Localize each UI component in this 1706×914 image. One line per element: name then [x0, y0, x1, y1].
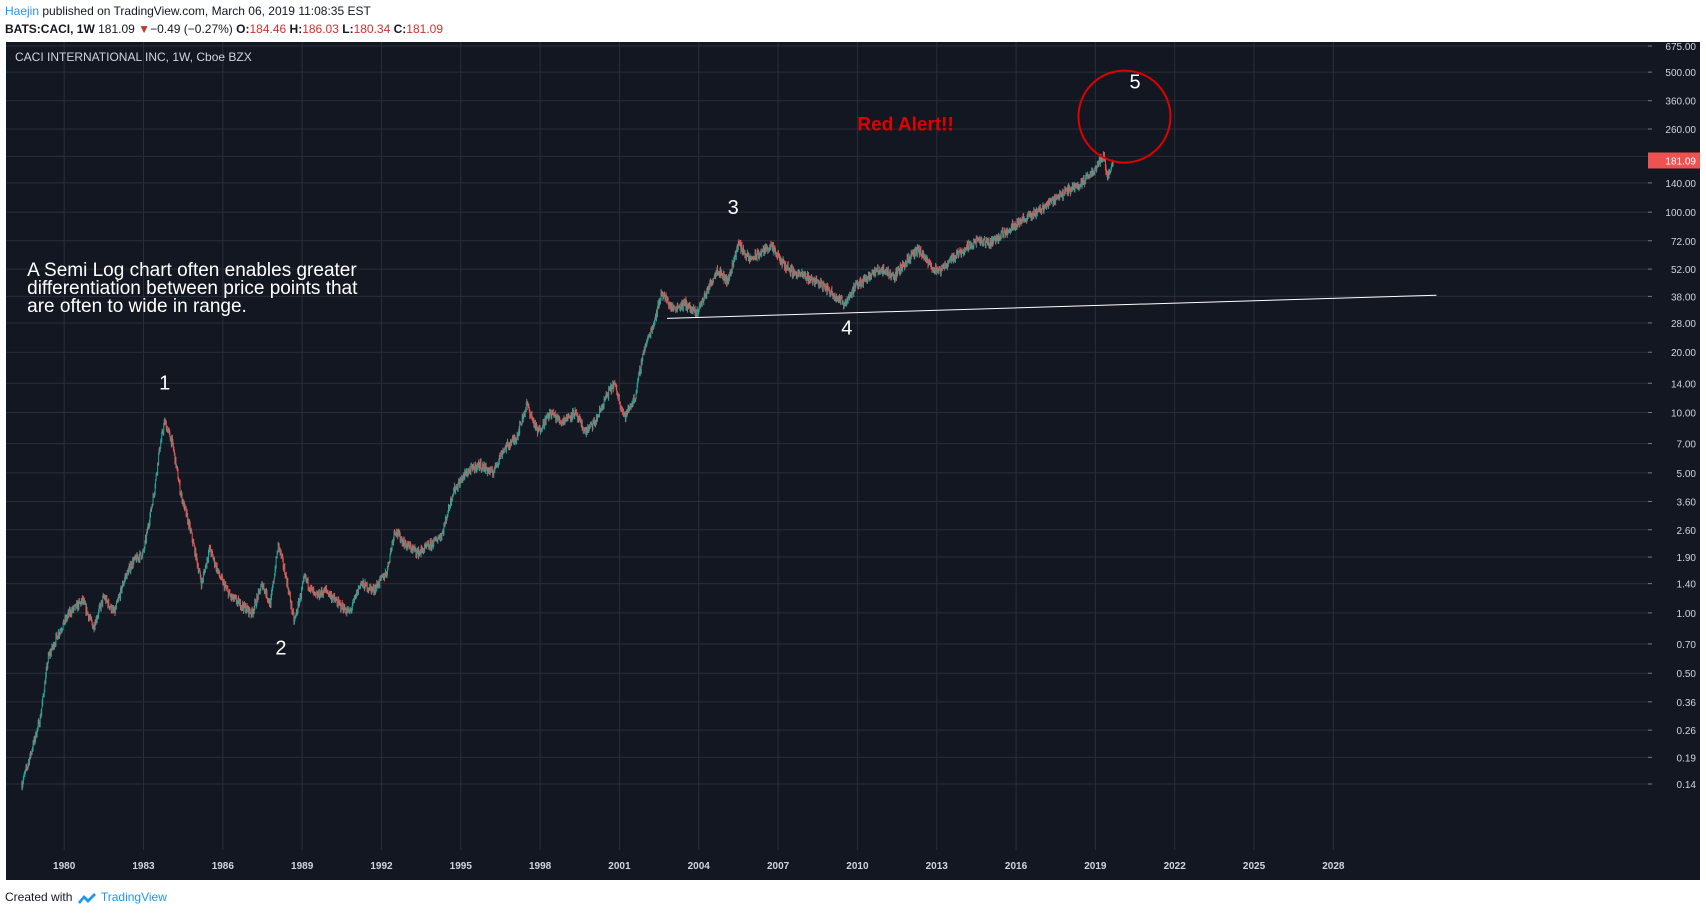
- down-arrow-icon: ▼: [138, 22, 151, 36]
- trend-line: [667, 294, 1437, 319]
- tradingview-link[interactable]: TradingView: [100, 890, 167, 904]
- ticker-line: BATS:CACI, 1W 181.09 ▼−0.49 (−0.27%) O:1…: [5, 21, 443, 37]
- price-tick-label: 0.50: [1677, 669, 1697, 680]
- candles: [21, 151, 1114, 791]
- time-tick-label: 2016: [1005, 861, 1028, 872]
- time-tick-label: 1983: [132, 861, 155, 872]
- price-tick-label: 7.00: [1677, 440, 1697, 451]
- price-tick-label: 0.26: [1677, 726, 1697, 737]
- grid-lines: [6, 42, 1648, 850]
- time-tick-label: 1989: [291, 861, 314, 872]
- wave-label: 5: [1129, 71, 1140, 93]
- created-with-text: Created with: [5, 890, 73, 904]
- time-tick-label: 2001: [608, 861, 631, 872]
- wave-label: 3: [728, 197, 739, 219]
- wave-label: 1: [159, 373, 170, 395]
- open-value: 184.46: [249, 22, 287, 36]
- time-tick-label: 1980: [53, 861, 76, 872]
- time-tick-label: 2025: [1243, 861, 1266, 872]
- price-tick-label: 1.90: [1677, 553, 1697, 564]
- price-chart[interactable]: 1 2 3 4 5 Red Alert!! A Semi Log chart often e…: [6, 42, 1700, 880]
- note-text-line: are often to wide in range.: [27, 296, 247, 317]
- time-axis-labels: 1980 1983 1986 1989 1992 1995 1998 2001 2004 2007…: [53, 861, 1345, 872]
- time-tick-label: 2019: [1084, 861, 1107, 872]
- last-price-label: 181.09: [1665, 156, 1696, 167]
- time-tick-label: 2010: [846, 861, 869, 872]
- time-tick-label: 1998: [529, 861, 552, 872]
- close-label: C:: [393, 22, 407, 36]
- price-tick-label: 52.00: [1671, 265, 1696, 276]
- wave-label: 2: [275, 638, 286, 660]
- price-tick-label: 0.70: [1677, 640, 1697, 651]
- plot-area[interactable]: [6, 42, 1648, 850]
- time-tick-label: 1986: [212, 861, 235, 872]
- price-tick-label: 500.00: [1665, 68, 1696, 79]
- footer: Created with TradingView: [5, 890, 167, 904]
- time-tick-label: 2004: [688, 861, 711, 872]
- time-axis[interactable]: [6, 850, 1648, 880]
- publish-text: published on TradingView.com, March 06, …: [42, 4, 371, 18]
- low-value: 180.34: [353, 22, 391, 36]
- price-tick-label: 20.00: [1671, 348, 1696, 359]
- tradingview-logo-icon: [77, 892, 96, 904]
- open-label: O:: [236, 22, 250, 36]
- price-change: −0.49 (−0.27%): [150, 22, 233, 36]
- last-price: 181.09: [98, 22, 135, 36]
- time-tick-label: 2007: [767, 861, 790, 872]
- close-value: 181.09: [406, 22, 443, 36]
- price-tick-label: 28.00: [1671, 319, 1696, 330]
- time-tick-label: 2022: [1164, 861, 1187, 872]
- price-tick-label: 1.00: [1677, 609, 1697, 620]
- ticker-symbol: BATS:CACI, 1W: [5, 22, 95, 36]
- last-price-tag: [1648, 152, 1700, 169]
- high-value: 186.03: [302, 22, 339, 36]
- price-tick-label: 10.00: [1671, 409, 1696, 420]
- price-tick-label: 0.14: [1677, 780, 1697, 791]
- chart-title: CACI INTERNATIONAL INC, 1W, Cboe BZX: [15, 50, 252, 64]
- time-tick-label: 1995: [450, 861, 473, 872]
- price-tick-label: 360.00: [1665, 97, 1696, 108]
- price-tick-label: 100.00: [1665, 208, 1696, 219]
- price-axis-labels: 675.00500.00360.00260.00190.00140.00100.…: [1648, 42, 1700, 791]
- high-label: H:: [289, 22, 303, 36]
- drawings: 1 2 3 4 5 Red Alert!! A Semi Log chart often e…: [27, 69, 1437, 660]
- low-label: L:: [342, 22, 354, 36]
- price-tick-label: 14.00: [1671, 379, 1696, 390]
- time-tick-label: 2028: [1322, 861, 1345, 872]
- red-alert-label: Red Alert!!: [857, 115, 953, 136]
- alert-circle: [1077, 69, 1172, 164]
- time-tick-label: 2013: [926, 861, 949, 872]
- price-axis[interactable]: [1648, 42, 1700, 880]
- price-tick-label: 72.00: [1671, 237, 1696, 248]
- price-tick-label: 260.00: [1665, 125, 1696, 136]
- author-link[interactable]: Haejin: [5, 4, 40, 18]
- wave-label: 4: [841, 318, 852, 340]
- note-text-line: differentiation between price points tha…: [27, 278, 358, 299]
- price-tick-label: 38.00: [1671, 292, 1696, 303]
- price-tick-label: 0.36: [1677, 698, 1697, 709]
- price-tick-label: 2.60: [1677, 526, 1697, 537]
- note-text-line: A Semi Log chart often enables greater: [27, 260, 357, 281]
- price-tick-label: 1.40: [1677, 580, 1697, 591]
- price-tick-label: 675.00: [1665, 42, 1696, 53]
- price-tick-label: 0.19: [1677, 753, 1697, 764]
- price-tick-label: 140.00: [1665, 179, 1696, 190]
- publish-info: Haejin published on TradingView.com, Mar…: [5, 3, 371, 19]
- price-tick-label: 3.60: [1677, 497, 1697, 508]
- time-tick-label: 1992: [370, 861, 393, 872]
- price-tick-label: 5.00: [1677, 469, 1697, 480]
